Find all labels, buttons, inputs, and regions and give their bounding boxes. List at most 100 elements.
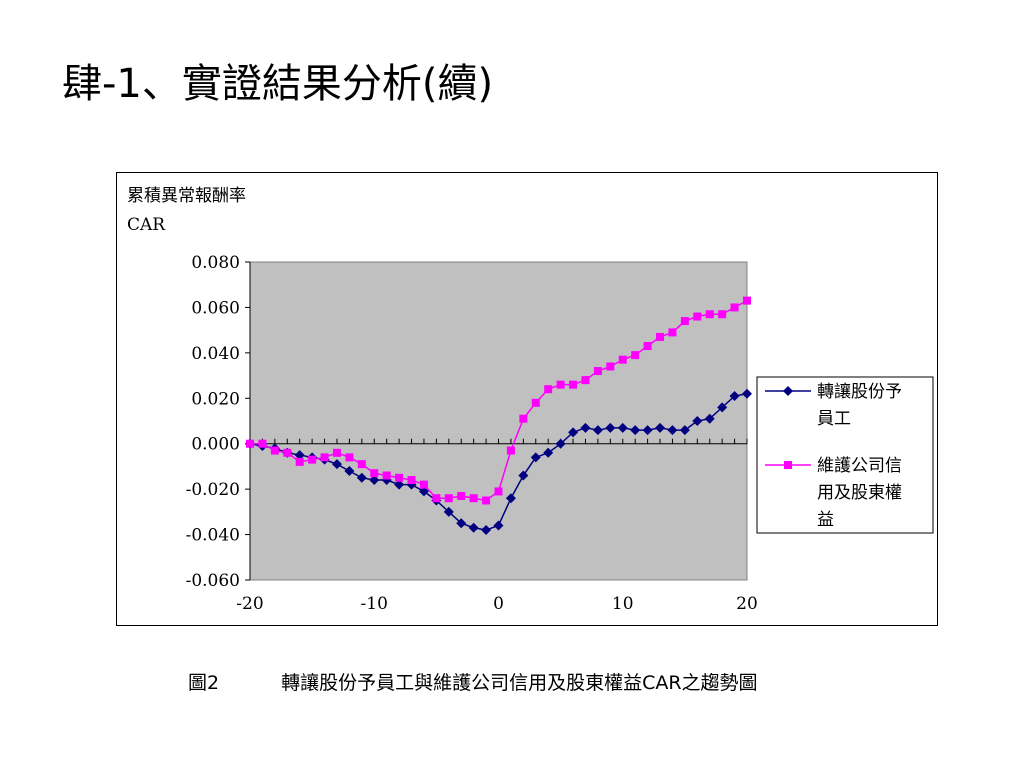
data-point <box>332 448 341 457</box>
legend-marker <box>784 461 792 469</box>
x-tick-label: -20 <box>236 594 263 614</box>
data-point <box>692 416 703 426</box>
data-point <box>432 494 441 503</box>
data-point <box>642 425 653 436</box>
data-point <box>468 522 479 533</box>
data-point <box>331 459 342 470</box>
data-point <box>656 332 665 341</box>
y-tick-label: -0.060 <box>186 571 240 591</box>
data-point <box>456 518 467 529</box>
y-axis-title-line1: 累積異常報酬率 <box>127 186 246 206</box>
data-point <box>606 362 615 371</box>
data-point <box>730 303 739 312</box>
data-point <box>544 385 553 394</box>
figure-caption: 圖2 轉讓股份予員工與維護公司信用及股東權益CAR之趨勢圖 <box>188 668 758 695</box>
x-tick-label: 0 <box>493 594 504 614</box>
data-point <box>592 425 603 436</box>
x-tick-label: 10 <box>612 594 634 614</box>
data-point <box>568 427 579 438</box>
series-2 <box>246 296 751 505</box>
data-point <box>668 328 677 337</box>
data-point <box>693 312 702 321</box>
data-point <box>743 296 751 305</box>
data-point <box>593 367 602 376</box>
data-point <box>419 480 428 489</box>
data-point <box>394 479 405 490</box>
caption-text: 轉讓股份予員工與維護公司信用及股東權益CAR之趨勢圖 <box>281 672 758 694</box>
y-tick-label: 0.020 <box>191 389 240 409</box>
car-trend-chart: 累積異常報酬率 CAR 0.080 0.060 0.040 0.020 0.000 -0.… <box>127 186 934 614</box>
data-point <box>418 486 429 497</box>
data-point <box>270 446 279 455</box>
y-tick-label: -0.020 <box>186 480 240 500</box>
data-point <box>556 380 565 389</box>
data-point <box>729 391 740 402</box>
chart-frame: 累積異常報酬率 CAR 0.080 0.060 0.040 0.020 0.000 -0.… <box>116 172 938 626</box>
data-point <box>407 476 416 485</box>
data-point <box>679 425 690 436</box>
tick-labels: 0.080 0.060 0.040 0.020 0.000 -0.020 -0.040 -0.… <box>186 253 758 614</box>
plot-area <box>249 261 748 581</box>
legend-label: 用及股東權 <box>817 483 902 503</box>
data-point <box>742 388 752 399</box>
data-point <box>518 470 529 481</box>
data-point <box>569 380 578 389</box>
x-tick-label: 20 <box>736 594 758 614</box>
data-point <box>246 439 254 448</box>
data-point <box>356 472 367 483</box>
data-point <box>369 475 380 486</box>
y-tick-label: -0.040 <box>186 526 240 546</box>
data-point <box>258 439 267 448</box>
data-point <box>444 494 453 503</box>
data-point <box>382 471 391 480</box>
legend-label: 維護公司信 <box>817 456 902 476</box>
data-point <box>370 469 379 478</box>
data-point <box>295 457 304 466</box>
data-point <box>718 310 727 319</box>
legend-marker <box>783 386 793 396</box>
data-point <box>631 351 640 360</box>
data-point <box>704 413 715 424</box>
y-tick-label: 0.060 <box>191 298 240 318</box>
data-point <box>555 438 566 449</box>
data-point <box>395 473 404 482</box>
data-point <box>505 493 516 504</box>
data-point <box>617 422 628 433</box>
data-point <box>344 465 355 476</box>
data-point <box>581 376 590 385</box>
y-tick-label: 0.080 <box>191 253 240 273</box>
legend-label: 員工 <box>817 409 851 429</box>
legend-item-1: 轉讓股份予員工 <box>765 381 902 429</box>
data-point <box>345 453 354 462</box>
data-point <box>457 491 466 500</box>
data-point <box>506 446 515 455</box>
data-point <box>543 447 554 458</box>
data-point <box>630 425 641 436</box>
data-point <box>643 342 652 351</box>
data-point <box>618 355 627 364</box>
data-point <box>705 310 714 319</box>
data-point <box>443 506 454 517</box>
data-point <box>494 487 503 496</box>
legend-label: 益 <box>817 510 834 530</box>
legend-item-2: 維護公司信用及股東權益 <box>765 456 902 530</box>
y-tick-label: 0.040 <box>191 344 240 364</box>
y-tick-label: 0.000 <box>191 435 240 455</box>
data-point <box>667 425 678 436</box>
data-point <box>531 398 540 407</box>
data-point <box>605 422 616 433</box>
legend-box <box>756 376 934 534</box>
caption-number: 圖2 <box>188 672 220 694</box>
series-layer <box>245 296 752 536</box>
data-point <box>482 496 491 505</box>
data-point <box>519 414 528 423</box>
data-point <box>481 525 492 536</box>
data-point <box>680 317 689 326</box>
data-point <box>320 453 329 462</box>
slide-title: 肆-1、實證結果分析(續) <box>62 61 494 107</box>
data-point <box>655 422 666 433</box>
data-point <box>530 452 541 463</box>
data-point <box>294 450 305 461</box>
y-axis-title-line2: CAR <box>127 215 166 235</box>
